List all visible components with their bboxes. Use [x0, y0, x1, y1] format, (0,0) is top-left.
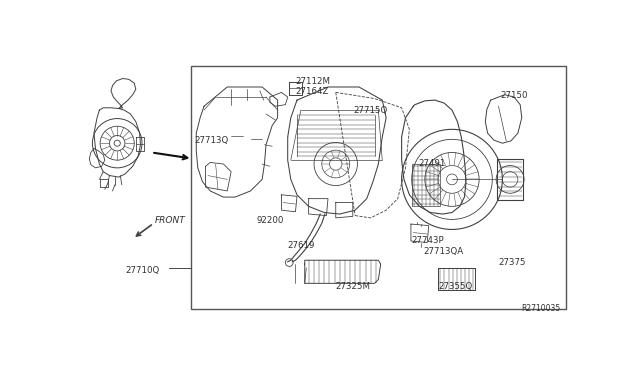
Text: R2710035: R2710035	[521, 304, 561, 312]
Text: 27619: 27619	[287, 241, 314, 250]
Bar	[412, 164, 440, 206]
Text: 27375: 27375	[499, 258, 526, 267]
Text: 27715Q: 27715Q	[353, 106, 388, 115]
Text: 27112M: 27112M	[296, 77, 330, 86]
Text: 27743P: 27743P	[411, 235, 444, 245]
Text: 27491: 27491	[418, 158, 445, 168]
Text: 27710Q: 27710Q	[125, 266, 159, 275]
Bar	[191, 66, 566, 309]
Text: 27713Q: 27713Q	[195, 135, 229, 144]
Text: 27164Z: 27164Z	[296, 87, 329, 96]
Text: 27355Q: 27355Q	[438, 282, 472, 291]
Text: 27713QA: 27713QA	[423, 247, 463, 256]
Text: FRONT: FRONT	[155, 216, 186, 225]
Text: 27325M: 27325M	[336, 282, 371, 291]
Text: 27150: 27150	[500, 91, 527, 100]
Text: 92200: 92200	[257, 216, 284, 225]
